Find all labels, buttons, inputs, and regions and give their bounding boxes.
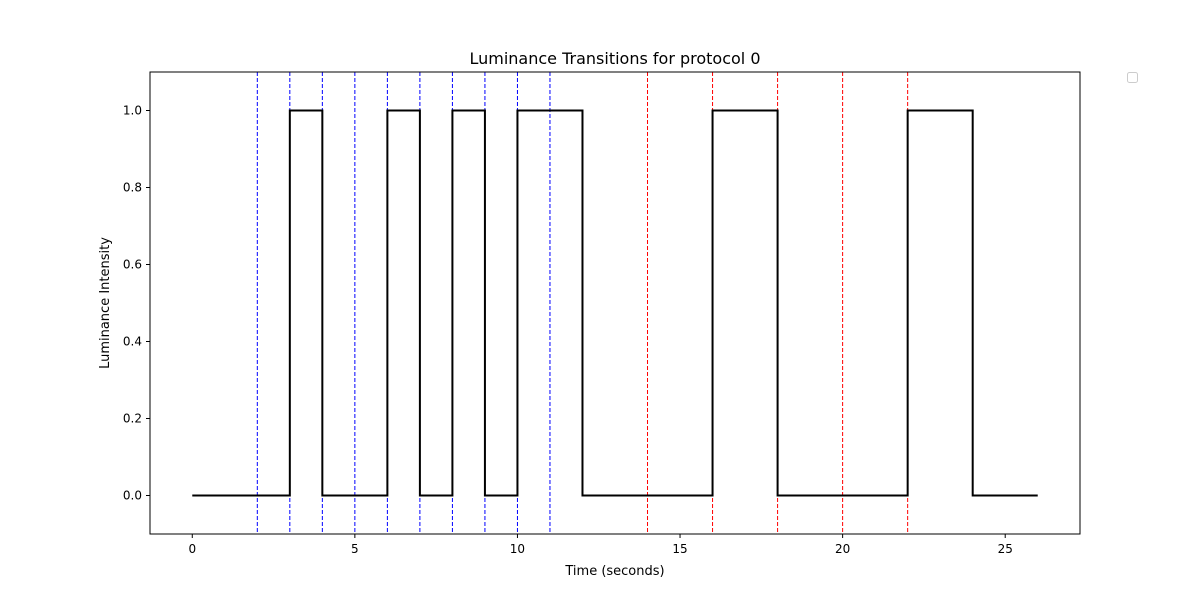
x-tick-label: 10 <box>510 542 525 556</box>
y-tick-label: 0.0 <box>123 489 142 503</box>
x-tick-label: 15 <box>672 542 687 556</box>
legend-box <box>1127 72 1138 83</box>
y-axis: 0.0 0.2 0.4 0.6 0.8 1.0 <box>123 104 150 503</box>
x-tick-label: 20 <box>835 542 850 556</box>
y-tick-label: 0.4 <box>123 335 142 349</box>
y-axis-label: Luminance Intensity <box>98 237 113 369</box>
x-tick-label: 5 <box>351 542 359 556</box>
x-tick-label: 0 <box>188 542 196 556</box>
chart-title: Luminance Transitions for protocol 0 <box>469 49 760 68</box>
series-layer <box>192 109 1038 497</box>
x-tick-label: 25 <box>998 542 1013 556</box>
y-tick-label: 0.8 <box>123 181 142 195</box>
y-tick-label: 0.2 <box>123 412 142 426</box>
y-tick-label: 1.0 <box>123 104 142 118</box>
x-axis-label: Time (seconds) <box>564 564 664 579</box>
series-line-0 <box>192 109 1038 497</box>
plot-frame <box>149 71 1081 535</box>
y-tick-label: 0.6 <box>123 258 142 272</box>
x-axis: 0 5 10 15 20 25 <box>188 534 1013 556</box>
